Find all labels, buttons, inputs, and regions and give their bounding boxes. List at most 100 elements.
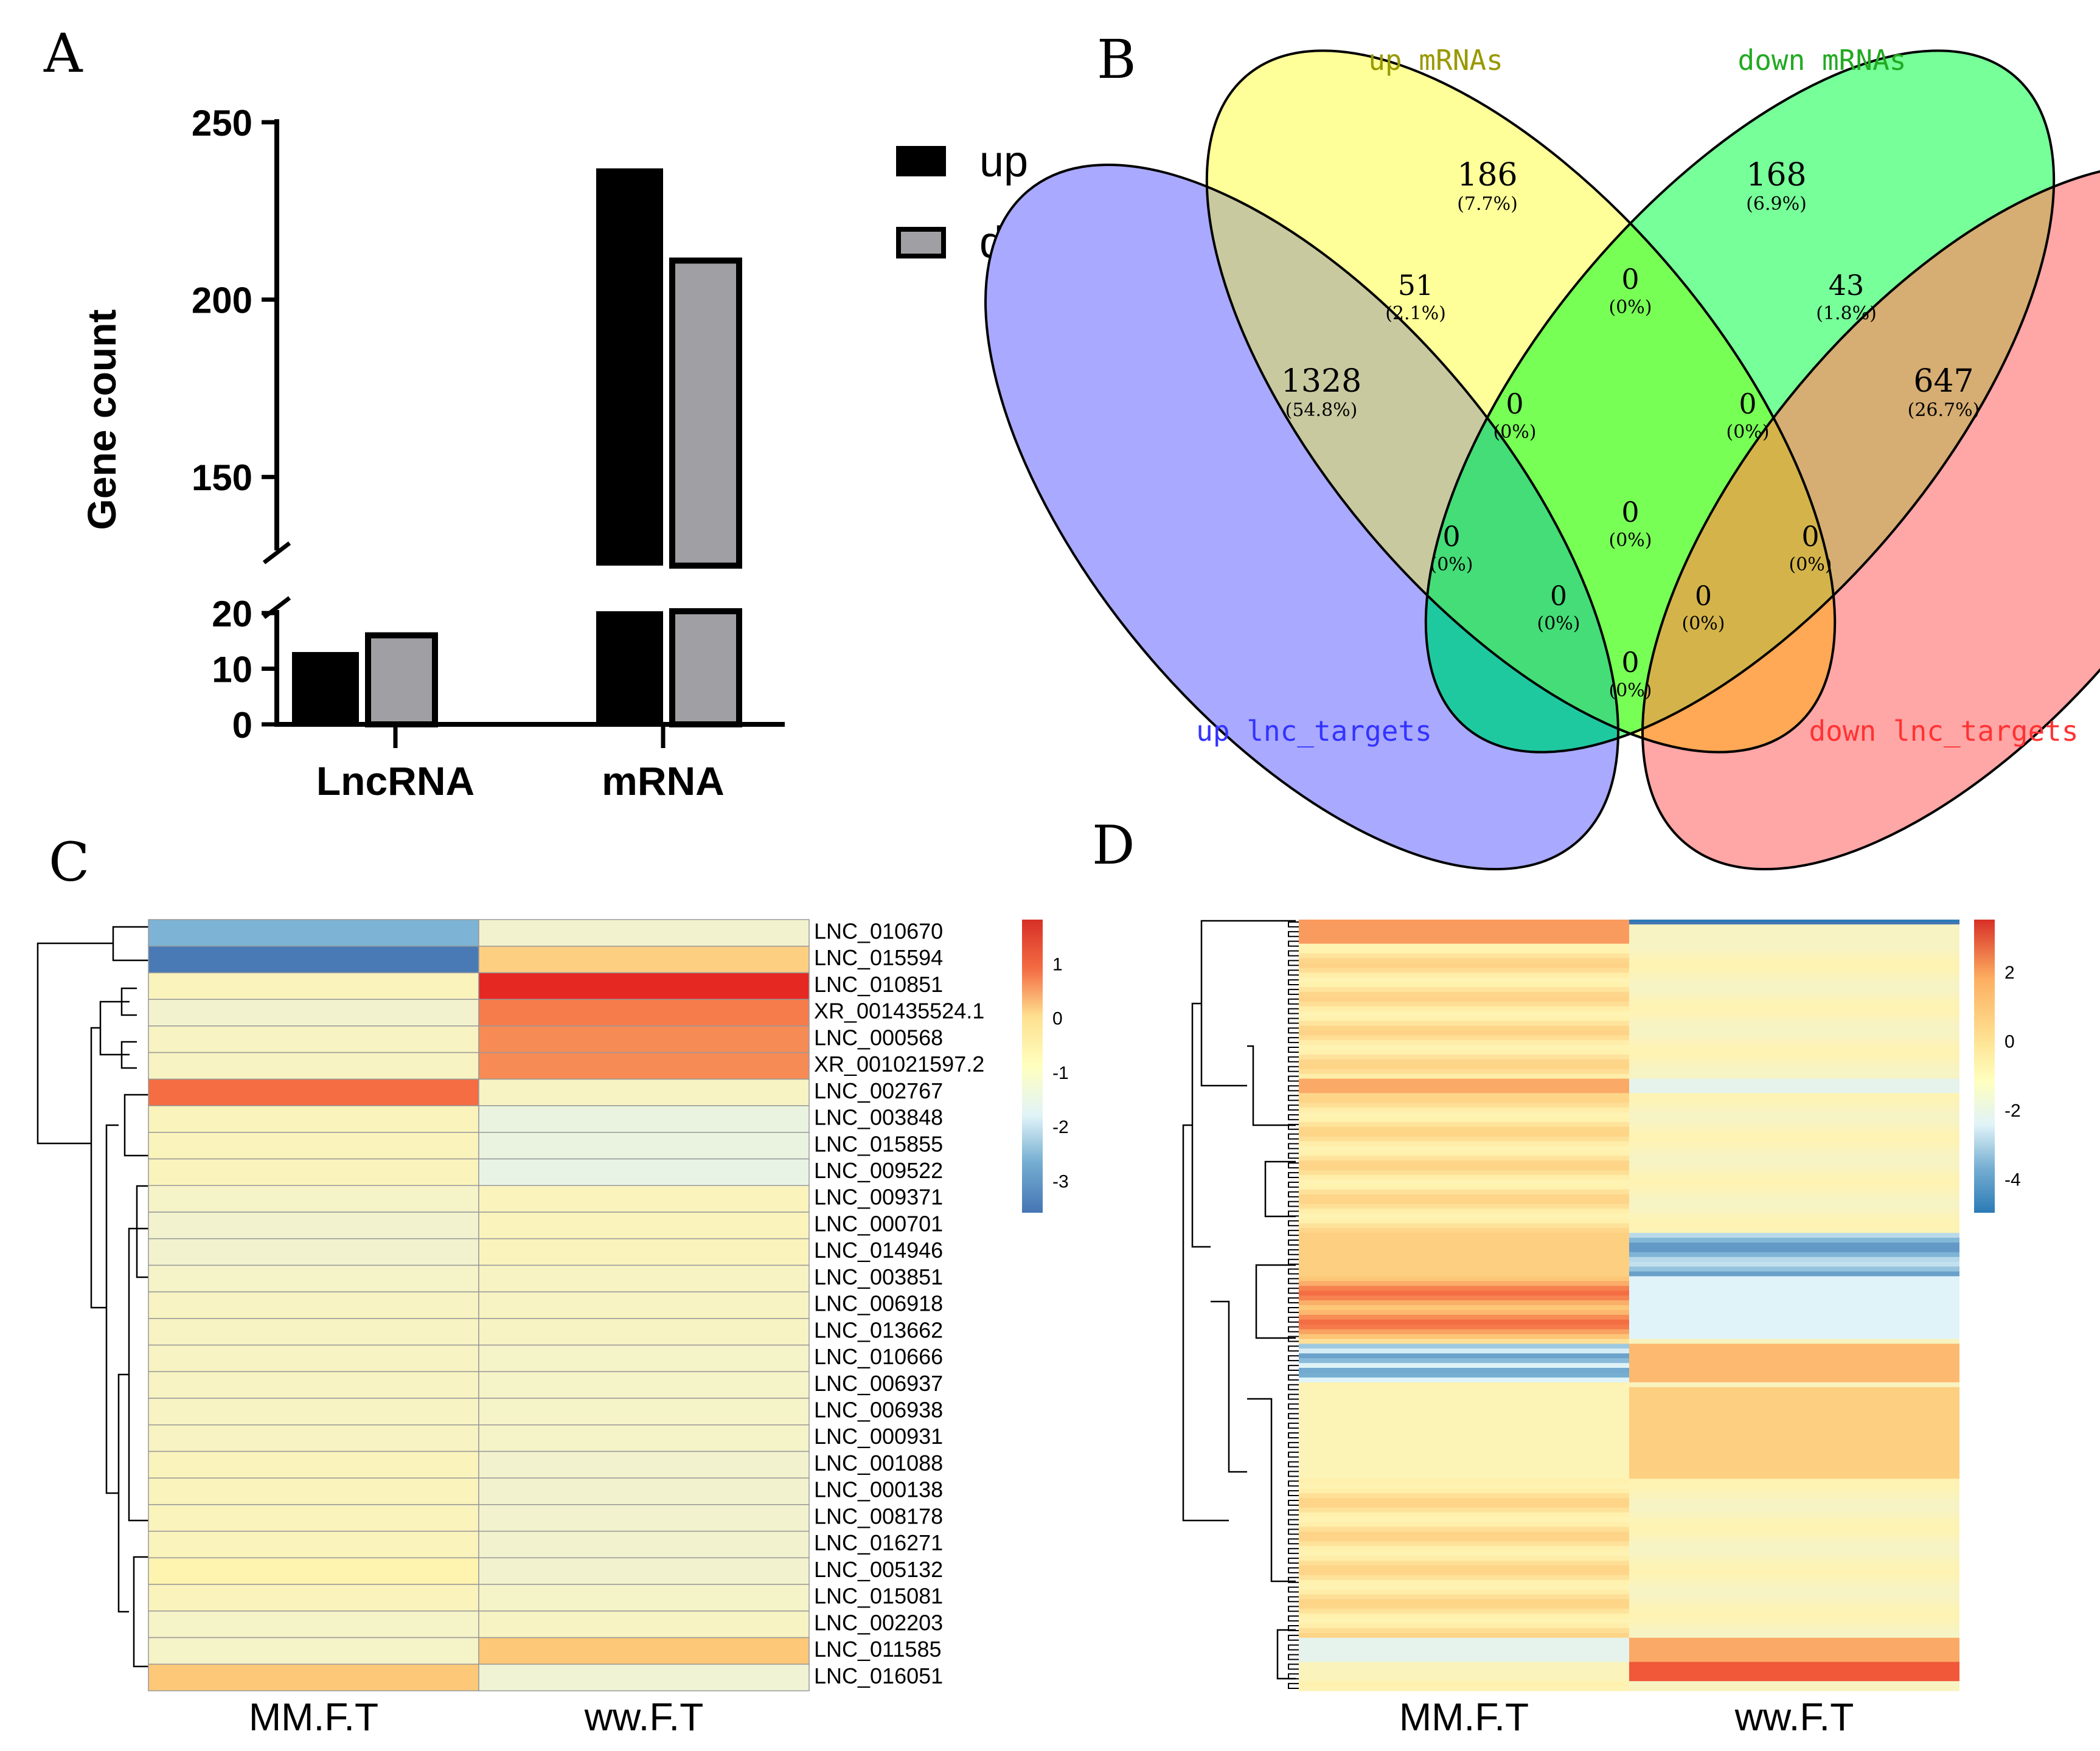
heatmap-cell	[1629, 963, 1959, 968]
column-label: MM.F.T	[1399, 1695, 1529, 1739]
region-percent: (1.8%)	[1816, 303, 1877, 324]
heatmap-cell	[1299, 1179, 1629, 1185]
y-tick-label: 0	[232, 705, 252, 746]
row-dendrogram	[1182, 920, 1296, 1680]
venn-diagram: up mRNAs down mRNAs up lnc_targets down …	[984, 44, 2100, 871]
colorbar-tick-label: -3	[1052, 1171, 1069, 1191]
dendrogram-leaf	[1288, 1403, 1299, 1410]
heatmap-cell	[1629, 1228, 1959, 1233]
heatmap-cell	[1629, 1604, 1959, 1609]
panel-label-d: D	[1092, 814, 1135, 876]
region-percent: (0%)	[1537, 613, 1580, 634]
dendrogram-leaf	[1288, 1471, 1299, 1477]
heatmap-cell	[1629, 1411, 1959, 1416]
heatmap-cell	[148, 1451, 479, 1479]
heatmap-cell	[1629, 1025, 1959, 1031]
heatmap-cell	[1629, 1334, 1959, 1339]
row-label: LNC_010666	[814, 1344, 943, 1369]
heatmap-cells	[148, 919, 810, 1691]
heatmap-cell	[1299, 924, 1629, 930]
heatmap-cell	[1299, 1035, 1629, 1041]
heatmap-c: LNC_010670LNC_015594LNC_010851XR_0014355…	[37, 918, 1069, 1739]
row-label: LNC_016051	[814, 1663, 943, 1688]
y-tick-label: 10	[212, 650, 252, 690]
set-outline	[1424, 49, 2056, 754]
heatmap-cell	[478, 1504, 810, 1532]
colorbar	[1974, 920, 1995, 1213]
heatmap-cell	[1629, 1541, 1959, 1547]
heatmap-cell	[1629, 920, 1959, 922]
heatmap-cell	[1299, 1021, 1629, 1026]
axis-break-mark	[262, 541, 291, 564]
y-axis-label: Gene count	[79, 309, 124, 530]
heatmap-cell	[1299, 996, 1629, 1002]
region-percent: (0%)	[1493, 421, 1536, 443]
heatmap-cell	[1299, 1117, 1629, 1123]
dendrogram-leaf	[1288, 1123, 1299, 1130]
heatmap-cell	[1299, 1073, 1629, 1080]
heatmap-cell	[1629, 1632, 1959, 1638]
heatmap-cell	[148, 1291, 479, 1319]
dendrogram-leaf	[1288, 1095, 1299, 1101]
heatmap-cell	[1299, 1030, 1629, 1036]
dendrogram-leaf	[1288, 1355, 1299, 1362]
heatmap-cell	[148, 1477, 479, 1505]
region-percent: (54.8%)	[1285, 400, 1358, 421]
heatmap-cell	[1629, 1295, 1959, 1301]
heatmap-cell	[1299, 1334, 1629, 1339]
dendrogram-leaf	[1288, 1576, 1299, 1583]
heatmap-cell	[148, 1398, 479, 1426]
row-label: XR_001435524.1	[814, 999, 984, 1024]
row-label: LNC_000931	[814, 1424, 943, 1449]
heatmap-cell	[1299, 1382, 1629, 1388]
heatmap-cell	[1629, 1122, 1959, 1128]
heatmap-cell	[1629, 1049, 1959, 1055]
dendrogram-leaf	[1288, 1596, 1299, 1603]
heatmap-cell	[1299, 1575, 1629, 1581]
heatmap-cell	[1629, 1011, 1959, 1016]
region-count: 0	[1506, 387, 1523, 420]
region-percent: (0%)	[1430, 554, 1473, 575]
heatmap-cell	[1299, 1059, 1629, 1065]
heatmap-cell	[1629, 1324, 1959, 1330]
heatmap-cell	[478, 945, 810, 974]
region-count: 0	[1442, 520, 1460, 553]
heatmap-cell	[1299, 1126, 1629, 1132]
dendrogram-leaf	[1288, 1586, 1299, 1593]
heatmap-cell	[1299, 1565, 1629, 1571]
dendrogram-leaf	[1288, 1018, 1299, 1024]
heatmap-cell	[1299, 1493, 1629, 1499]
heatmap-cell	[1629, 920, 1959, 925]
dendrogram-leaf	[1288, 1056, 1299, 1063]
dendrogram-leaf	[1288, 979, 1299, 985]
column-label-group: MM.F.T ww.F.T	[249, 1695, 703, 1739]
dendrogram-leaf	[1288, 1673, 1299, 1680]
heatmap-cell	[1629, 934, 1959, 940]
heatmap-cell	[1299, 1454, 1629, 1460]
heatmap-cell	[1299, 1228, 1629, 1233]
row-label: LNC_003848	[814, 1105, 943, 1130]
heatmap-cell	[1629, 1194, 1959, 1200]
heatmap-cell	[1299, 1474, 1629, 1479]
set-label-down-lnc-targets: down lnc_targets	[1809, 715, 2078, 747]
heatmap-cell	[1299, 943, 1629, 949]
panel-label-a: A	[43, 22, 83, 85]
heatmap-cell	[1629, 1045, 1959, 1050]
heatmap-cell	[148, 1212, 479, 1240]
heatmap-cell	[1299, 1305, 1629, 1311]
heatmap-cell	[1299, 1401, 1629, 1407]
heatmap-cell	[1299, 1339, 1629, 1344]
heatmap-cell	[148, 1371, 479, 1399]
heatmap-cell	[478, 1291, 810, 1319]
dendrogram-leaf	[1288, 1634, 1299, 1641]
heatmap-cell	[1629, 1040, 1959, 1045]
heatmap-cell	[1629, 1444, 1959, 1451]
heatmap-cell	[478, 1025, 810, 1053]
heatmap-cell	[1629, 1570, 1959, 1576]
heatmap-cell	[1299, 1286, 1629, 1291]
heatmap-cell	[1629, 1141, 1959, 1146]
heatmap-cell	[1629, 1242, 1959, 1248]
heatmap-cell	[1629, 1368, 1959, 1373]
dendrogram-leaf	[1288, 1461, 1299, 1468]
